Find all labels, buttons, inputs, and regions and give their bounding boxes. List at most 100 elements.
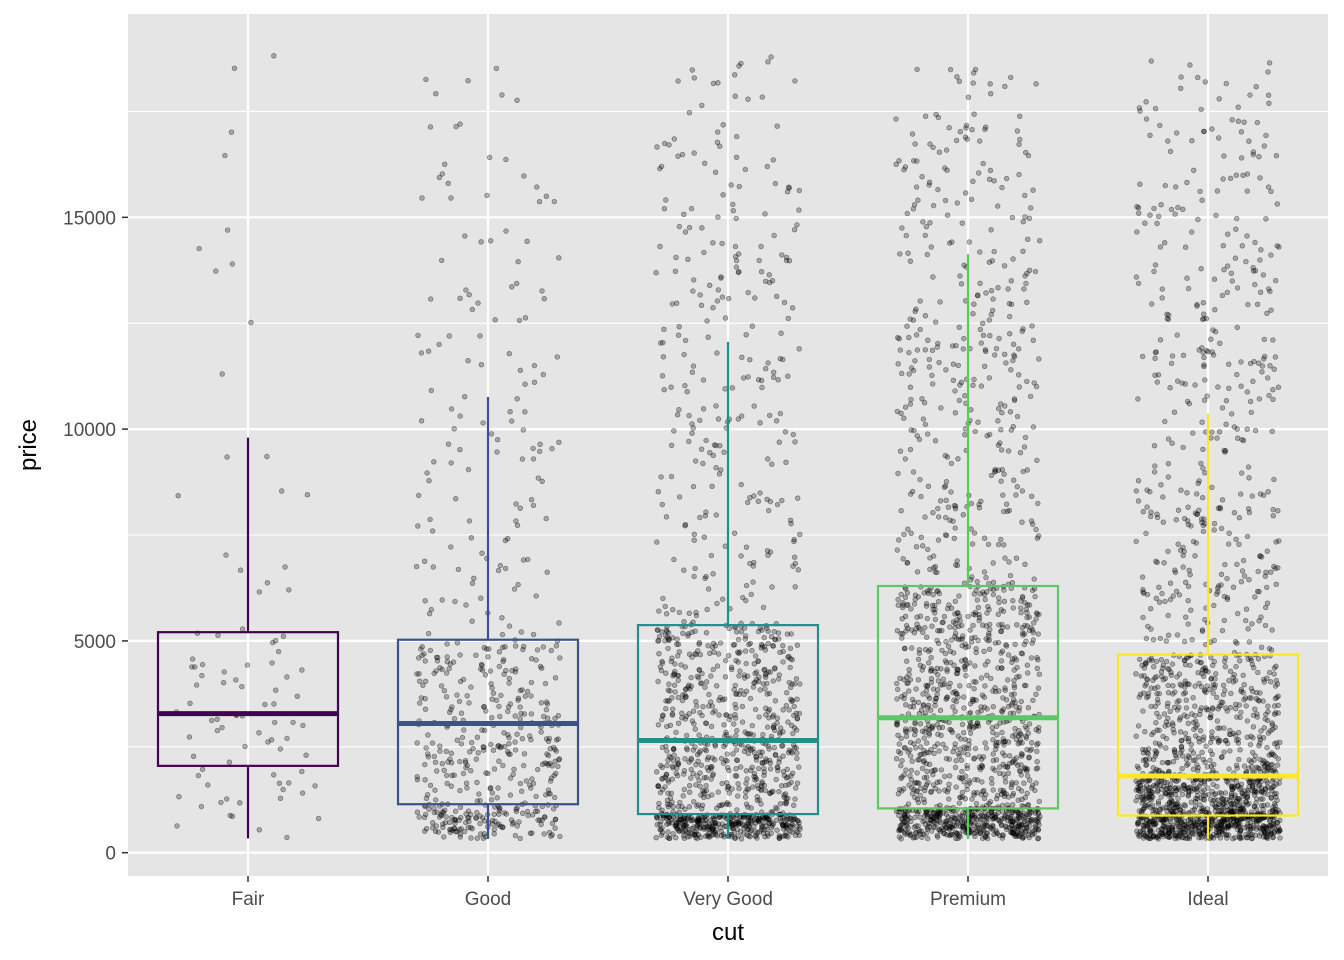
data-point — [947, 726, 953, 733]
data-point — [791, 536, 797, 543]
data-point — [514, 522, 521, 528]
data-point — [934, 832, 940, 839]
data-point — [694, 818, 701, 825]
data-point — [791, 712, 797, 719]
data-point — [770, 724, 777, 731]
data-point — [761, 772, 767, 778]
data-point — [1026, 754, 1032, 760]
data-point — [485, 770, 491, 777]
data-point — [1226, 766, 1232, 772]
data-point — [904, 559, 911, 566]
data-point — [524, 556, 531, 563]
data-point — [1248, 695, 1254, 701]
data-point — [1250, 688, 1256, 695]
data-point — [913, 543, 920, 550]
data-point — [1134, 229, 1140, 235]
data-point — [686, 438, 692, 445]
data-point — [512, 739, 518, 745]
data-point — [714, 833, 720, 839]
data-point — [1232, 705, 1239, 712]
data-point — [549, 445, 555, 452]
data-point — [512, 832, 519, 839]
data-point — [758, 786, 764, 793]
data-point — [764, 456, 771, 462]
data-point — [446, 665, 452, 672]
data-point — [1028, 493, 1035, 499]
data-point — [702, 684, 708, 690]
data-point — [663, 705, 669, 712]
data-point — [1244, 533, 1251, 540]
data-point — [434, 809, 440, 815]
data-point — [1030, 337, 1037, 343]
data-point — [1025, 152, 1032, 159]
data-point — [1033, 780, 1039, 786]
data-point — [930, 591, 936, 598]
data-point — [981, 535, 988, 541]
data-point — [1238, 578, 1245, 585]
data-point — [520, 646, 526, 653]
data-point — [761, 667, 767, 673]
data-point — [997, 819, 1003, 825]
data-point — [1019, 630, 1026, 636]
data-point — [189, 656, 196, 662]
data-point — [1165, 474, 1172, 480]
data-point — [773, 293, 780, 299]
data-point — [271, 701, 277, 707]
data-point — [751, 403, 757, 409]
data-point — [999, 835, 1006, 841]
data-point — [986, 800, 992, 807]
data-point — [1268, 795, 1275, 801]
data-point — [792, 816, 798, 822]
data-point — [1215, 706, 1221, 712]
data-point — [915, 799, 922, 805]
data-point — [1170, 758, 1177, 765]
data-point — [422, 761, 428, 768]
data-point — [276, 780, 283, 786]
data-point — [224, 796, 230, 802]
data-point — [904, 729, 910, 735]
data-point — [703, 833, 709, 839]
data-point — [479, 550, 485, 556]
data-point — [754, 782, 760, 789]
data-point — [923, 682, 929, 689]
data-point — [1036, 798, 1043, 805]
data-point — [425, 754, 431, 760]
data-point — [468, 835, 474, 841]
data-point — [1035, 657, 1041, 663]
data-point — [734, 793, 741, 799]
data-point — [416, 655, 422, 661]
data-point — [932, 702, 938, 709]
data-point — [693, 832, 699, 838]
data-point — [272, 719, 278, 726]
data-point — [1182, 730, 1189, 737]
data-point — [1191, 726, 1197, 733]
data-point — [277, 795, 284, 801]
data-point — [995, 595, 1002, 601]
data-point — [955, 667, 961, 673]
data-point — [679, 697, 686, 704]
data-point — [903, 733, 910, 739]
data-point — [439, 171, 445, 177]
data-point — [475, 300, 481, 306]
data-point — [1252, 239, 1258, 246]
data-point — [1150, 636, 1157, 643]
data-point — [1143, 681, 1150, 687]
data-point — [1013, 492, 1019, 498]
data-point — [978, 704, 984, 710]
data-point — [756, 714, 762, 720]
data-point — [682, 686, 689, 693]
data-point — [526, 782, 533, 788]
data-point — [714, 805, 720, 811]
data-point — [442, 807, 448, 813]
data-point — [490, 821, 496, 827]
data-point — [943, 367, 949, 373]
data-point — [688, 683, 694, 689]
data-point — [674, 825, 680, 832]
data-point — [1180, 206, 1186, 213]
data-point — [505, 704, 512, 710]
data-point — [1160, 494, 1166, 500]
data-point — [1180, 564, 1186, 570]
data-point — [659, 807, 665, 813]
data-point — [666, 637, 672, 643]
data-point — [1020, 326, 1026, 332]
